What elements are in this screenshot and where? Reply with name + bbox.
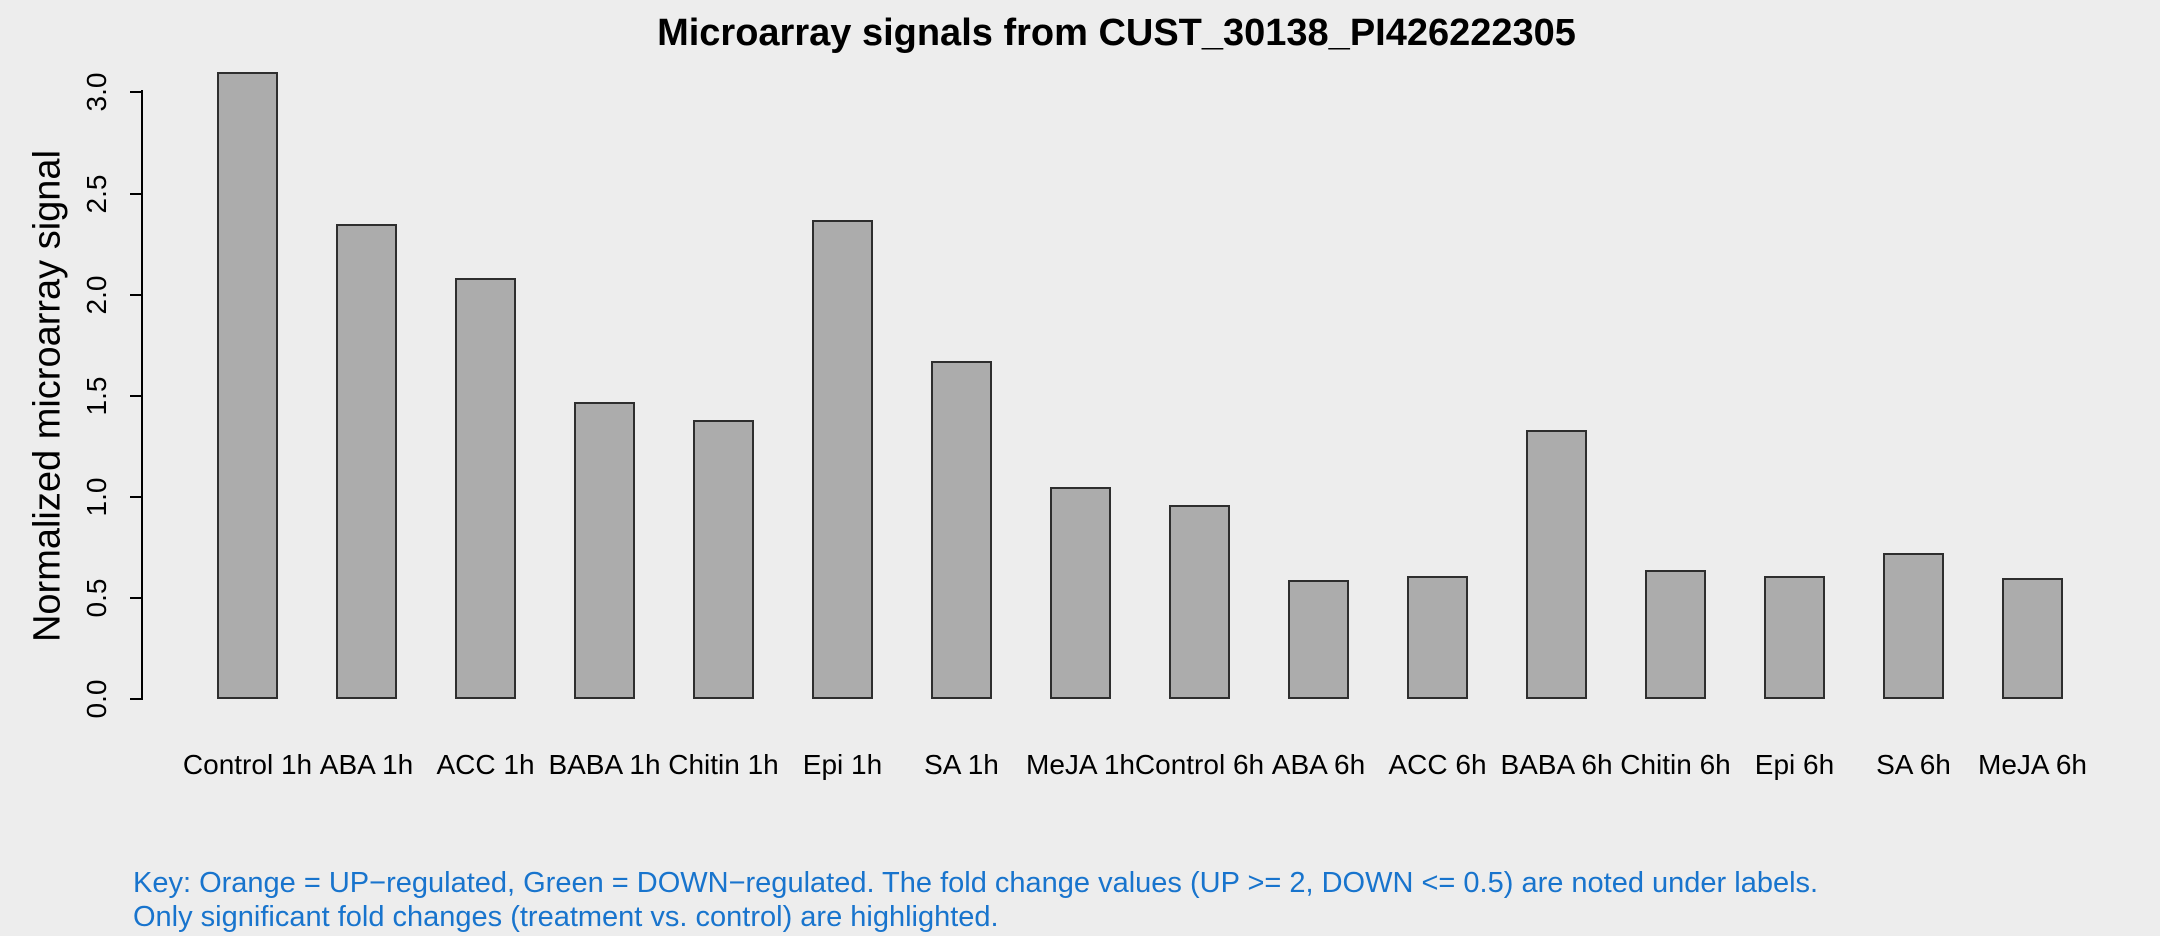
y-tick-3.0 [130,91,142,94]
x-label-epi-1h: Epi 1h [802,749,883,780]
x-label-acc-1h: ACC 1h [436,749,535,780]
bar-meja-1h [1050,487,1111,699]
x-label-control-6h: Control 6h [1134,749,1265,780]
bar-sa-6h [1883,553,1944,699]
x-label-sa-6h: SA 6h [1876,749,1951,780]
bar-chitin-1h [693,420,754,699]
bar-acc-1h [455,278,516,699]
y-tick-label-0.0: 0.0 [81,679,112,719]
y-tick-0.5 [130,596,142,599]
x-label-aba-6h: ABA 6h [1271,749,1366,780]
x-label-chitin-6h: Chitin 6h [1620,749,1731,780]
y-tick-2.0 [130,293,142,296]
y-tick-0.0 [130,698,142,700]
y-tick-1.5 [130,394,142,397]
y-tick-label-0.5: 0.5 [81,578,112,618]
x-label-chitin-1h: Chitin 1h [668,749,779,780]
y-axis-line [141,90,143,700]
x-label-baba-6h: BABA 6h [1500,749,1613,780]
y-tick-label-2.5: 2.5 [81,174,112,213]
x-label-meja-1h: MeJA 1h [1026,749,1135,780]
bar-sa-1h [931,361,992,699]
y-tick-label-3.0: 3.0 [81,72,112,112]
footer-key-line2: Only significant fold changes (treatment… [133,901,999,933]
bar-control-6h [1169,505,1230,699]
y-axis-title: Normalized microarray signal [26,149,69,643]
x-label-sa-1h: SA 1h [924,749,999,780]
chart-title: Microarray signals from CUST_30138_PI426… [657,12,1576,54]
bar-aba-6h [1288,580,1349,699]
bar-baba-6h [1526,430,1587,699]
y-tick-1.0 [130,495,142,498]
x-label-epi-6h: Epi 6h [1754,749,1835,780]
bar-epi-1h [812,220,873,699]
y-tick-label-1.0: 1.0 [81,477,112,517]
y-tick-label-2.0: 2.0 [81,275,112,315]
x-label-control-1h: Control 1h [182,749,313,780]
bar-epi-6h [1764,576,1825,699]
x-label-meja-6h: MeJA 6h [1978,749,2087,780]
bar-baba-1h [574,402,635,699]
footer-key: Key: Orange = UP−regulated, Green = DOWN… [133,866,1818,934]
y-tick-2.5 [130,192,142,195]
bar-control-1h [217,72,278,699]
bar-meja-6h [2002,578,2063,699]
x-label-aba-1h: ABA 1h [319,749,414,780]
bar-chitin-6h [1645,570,1706,699]
x-label-baba-1h: BABA 1h [548,749,661,780]
x-label-acc-6h: ACC 6h [1388,749,1487,780]
y-tick-label-1.5: 1.5 [81,376,112,416]
footer-key-line1: Key: Orange = UP−regulated, Green = DOWN… [133,867,1819,899]
bar-aba-1h [336,224,397,699]
bar-acc-6h [1407,576,1468,699]
